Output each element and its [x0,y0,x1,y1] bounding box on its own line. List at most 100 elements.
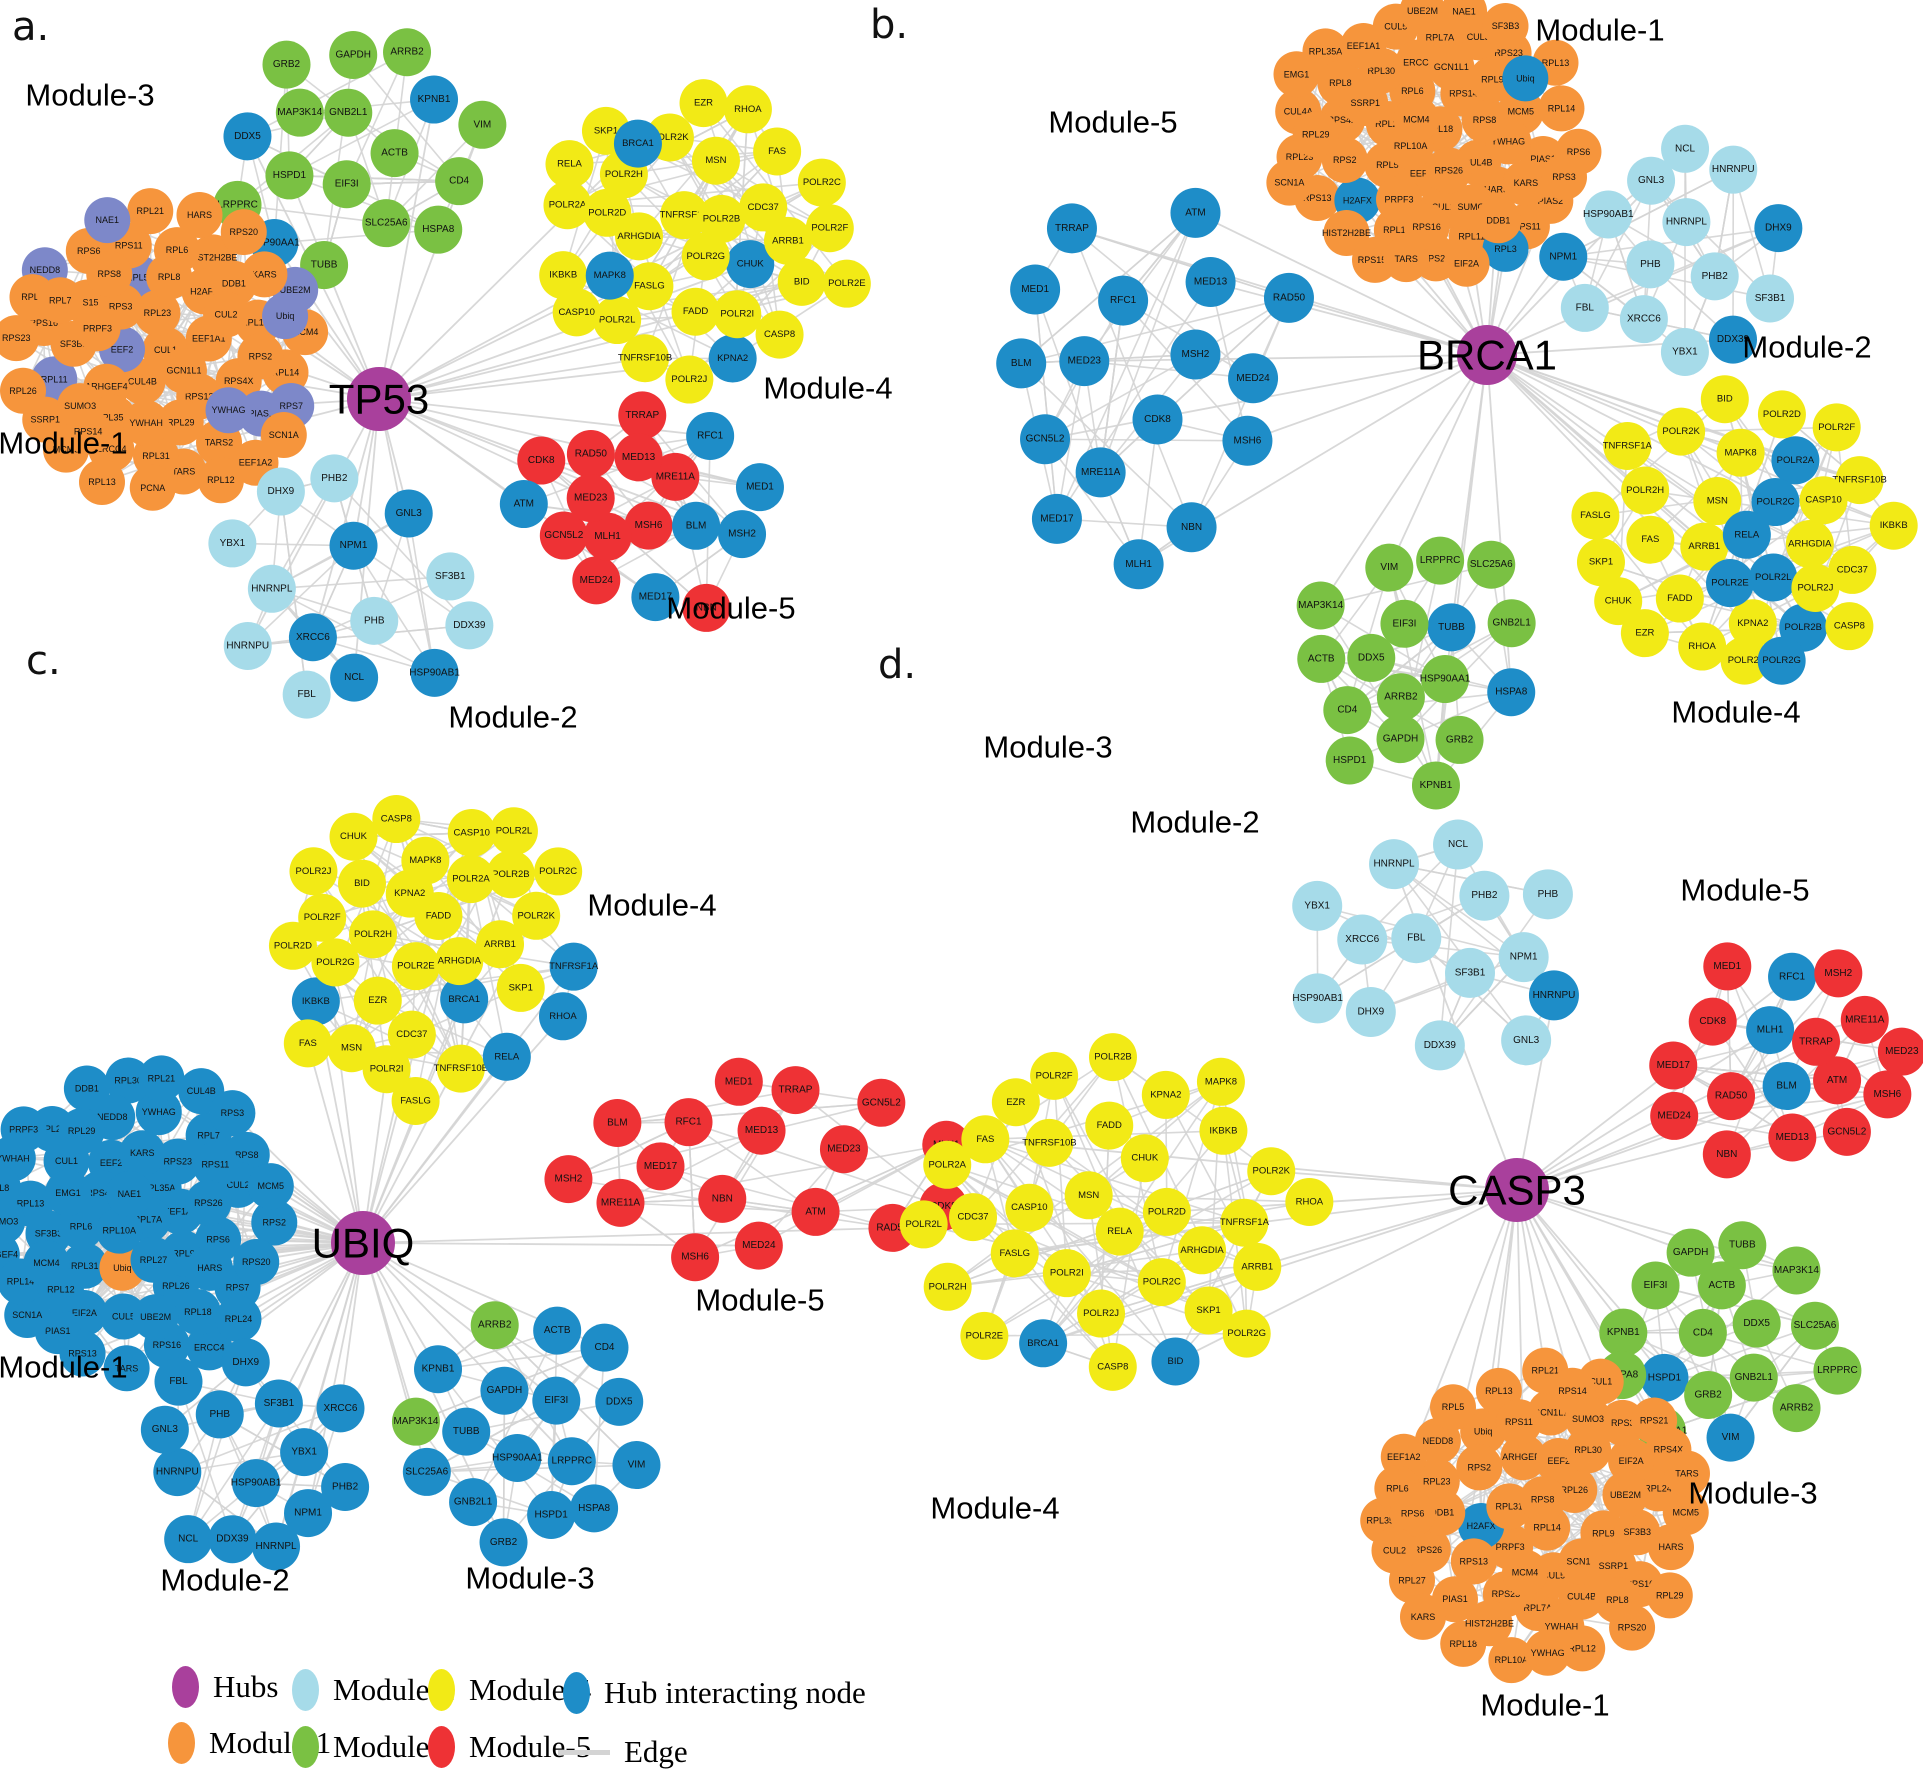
module-label-module-5: Module-5 [695,1283,824,1318]
node-ddx5: DDX5 [223,112,272,161]
svg-text:TNFRSF1A: TNFRSF1A [660,210,710,221]
hub-label: BRCA1 [1417,332,1557,379]
node-hars: HARS [176,191,223,238]
svg-text:CASP8: CASP8 [1097,1361,1128,1372]
svg-text:SCN1A: SCN1A [12,1310,42,1320]
svg-text:GNB2L1: GNB2L1 [1735,1372,1774,1383]
svg-text:NCL: NCL [1675,143,1695,154]
svg-text:RPL35A: RPL35A [96,413,130,423]
svg-text:ERCC4: ERCC4 [194,1342,225,1352]
node-rpl8: RPL8 [146,253,193,300]
svg-text:POLR2B: POLR2B [1785,622,1823,633]
svg-text:EZR: EZR [368,995,387,1006]
module-4-swatch [428,1669,455,1711]
svg-text:RPS2: RPS2 [1468,1462,1492,1472]
svg-text:RAD50: RAD50 [876,1222,909,1233]
svg-text:MCM4: MCM4 [1403,114,1430,124]
node-rpl27: RPL27 [130,1236,177,1283]
svg-text:RPL6: RPL6 [166,245,189,255]
node-arhgef4: ARHGEF4 [1500,1434,1547,1481]
svg-text:RPL27: RPL27 [1398,1575,1426,1585]
node-bid: BID [777,257,826,306]
svg-text:NBN: NBN [712,1193,733,1204]
node-gcn1l1: GCN1L1 [1428,44,1475,91]
node-rps21: RPS21 [1631,1397,1678,1444]
svg-text:CUL4B: CUL4B [1567,1592,1596,1602]
svg-text:RPL11: RPL11 [1458,232,1485,242]
node-rps11: RPS11 [192,1141,239,1188]
node-cd4: CD4 [435,157,484,206]
svg-text:EIF2A: EIF2A [1454,259,1479,269]
svg-text:CUL5: CUL5 [112,1312,135,1322]
hub-tp53: TP53 [329,367,429,431]
svg-text:YWHAG: YWHAG [1531,1648,1565,1658]
svg-text:RAD50: RAD50 [1273,292,1306,303]
node-mre11a: MRE11A [651,452,700,501]
svg-text:RPS16: RPS16 [1626,1579,1655,1589]
node-rpl29: RPL29 [58,1108,105,1155]
svg-text:UBE2M: UBE2M [1610,1490,1641,1500]
node-polr2e: POLR2E [822,259,871,308]
module-1-swatch [168,1722,195,1764]
svg-text:RFC1: RFC1 [1779,971,1806,982]
svg-text:ARHGEF4: ARHGEF4 [85,382,128,392]
node-dhx9: DHX9 [1345,987,1396,1038]
node-bid: BID [1700,375,1749,424]
svg-text:HARS: HARS [1484,184,1509,194]
svg-text:ARHGDIA: ARHGDIA [617,231,661,242]
node-rpl13: RPL13 [79,459,126,506]
node-skp1: SKP1 [1576,538,1625,587]
svg-text:MAPK8: MAPK8 [594,270,626,281]
svg-text:MSN: MSN [1707,496,1728,507]
svg-text:ARHGDIA: ARHGDIA [1788,539,1832,550]
svg-text:GNB2L1: GNB2L1 [1492,618,1531,629]
svg-text:POLR2K: POLR2K [517,910,555,921]
node-actb: ACTB [533,1306,582,1355]
node-fbl: FBL [282,670,331,719]
svg-text:RPL13: RPL13 [1542,58,1570,68]
module-label-module-4: Module-4 [930,1491,1059,1526]
svg-text:RPS11: RPS11 [1505,1417,1533,1427]
svg-text:DDX5: DDX5 [234,131,261,142]
svg-text:RPL21: RPL21 [1531,1366,1559,1376]
node-polr2c: POLR2C [797,158,846,207]
node-hnrnpl: HNRNPL [252,1522,301,1571]
svg-text:DDX39: DDX39 [1424,1040,1457,1051]
svg-text:BRCA1: BRCA1 [622,138,654,149]
node-kars: KARS [1399,1593,1446,1640]
node-ddx39: DDX39 [208,1515,257,1564]
node-ddx5: DDX5 [1732,1299,1781,1348]
node-gcn1l1: GCN1L1 [160,347,207,394]
svg-text:GCN5L2: GCN5L2 [1827,1126,1866,1137]
svg-text:GAPDH: GAPDH [1673,1247,1709,1258]
node-trrap: TRRAP [1046,203,1097,254]
svg-text:EMG1: EMG1 [55,1188,81,1198]
svg-text:RPS15A: RPS15A [1358,255,1393,265]
node-sumo3: SUMO3 [0,1198,26,1245]
svg-text:HNRNPL: HNRNPL [255,1541,297,1552]
node-kpnb1: KPNB1 [1411,761,1460,810]
node-grb2: GRB2 [262,40,311,89]
node-msh2: MSH2 [1814,949,1863,998]
node-hspa8: HSPA8 [414,205,463,254]
module-label-module-5: Module-5 [666,591,795,626]
svg-text:RPS20: RPS20 [242,1257,271,1267]
svg-text:RPL13: RPL13 [17,1199,45,1209]
svg-text:RPL35A: RPL35A [1309,46,1343,56]
node-slc25a6: SLC25A6 [362,199,411,248]
svg-text:NBN: NBN [1181,522,1202,533]
node-blm: BLM [1762,1062,1811,1111]
svg-text:RPS8: RPS8 [235,1150,259,1160]
node-phb2: PHB2 [310,454,359,503]
svg-text:MAPK8: MAPK8 [1724,447,1756,458]
node-vim: VIM [1365,543,1414,592]
svg-text:DDX39: DDX39 [216,1534,249,1545]
svg-text:POLR2K: POLR2K [651,132,689,143]
svg-text:POLR2C: POLR2C [539,866,577,877]
node-arhgdia: ARHGDIA [1178,1226,1227,1275]
svg-text:RFC1: RFC1 [1110,295,1137,306]
svg-text:CUL5: CUL5 [1384,22,1407,32]
node-rpl7: RPL7 [37,277,84,324]
svg-text:RPS13: RPS13 [1303,193,1332,203]
node-tubb: TUBB [1718,1221,1767,1270]
